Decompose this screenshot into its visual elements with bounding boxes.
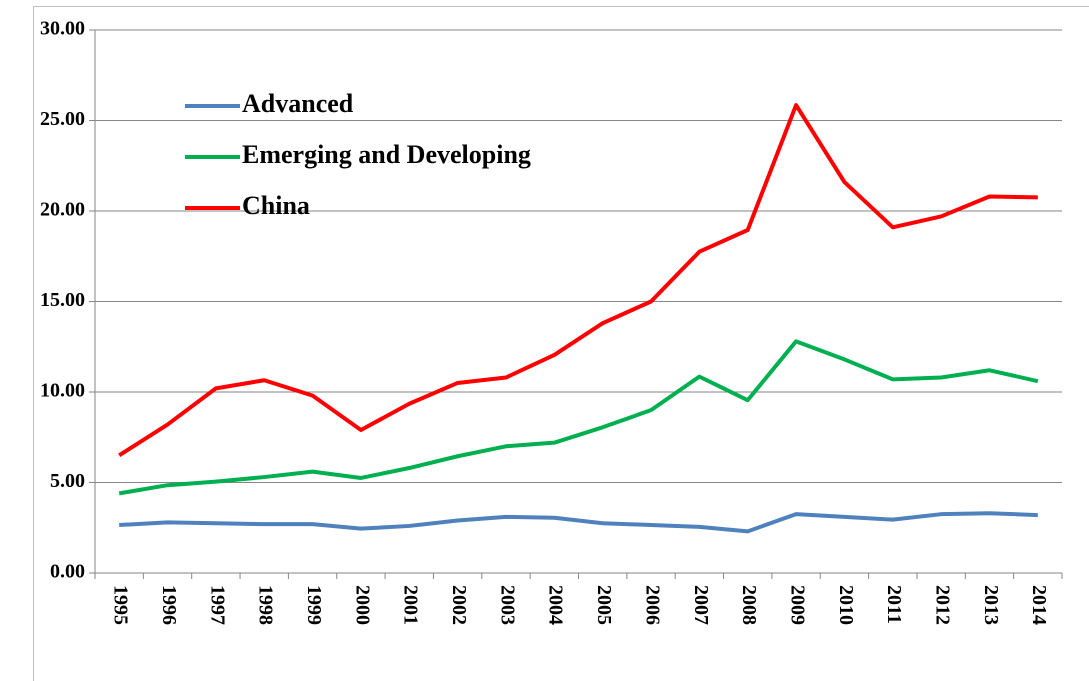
chart-frame	[33, 6, 1089, 681]
x-tick-label: 2005	[593, 585, 615, 625]
y-tick-label: 0.00	[50, 561, 85, 583]
y-tick-label: 15.00	[40, 289, 85, 311]
x-tick-label: 2003	[496, 585, 518, 625]
x-tick-label: 2001	[400, 585, 422, 625]
x-tick-label: 1998	[255, 585, 277, 625]
x-tick-label: 1996	[158, 585, 180, 625]
x-tick-label: 2000	[351, 585, 373, 625]
legend-label: Advanced	[242, 89, 354, 118]
x-tick-label: 2013	[980, 585, 1002, 625]
x-tick-label: 2011	[883, 585, 905, 624]
y-tick-label: 5.00	[50, 470, 85, 492]
x-tick-label: 2010	[835, 585, 857, 625]
y-tick-label: 25.00	[40, 108, 85, 130]
x-tick-label: 2009	[786, 585, 808, 625]
series-line	[118, 339, 1039, 496]
series-line	[119, 511, 1038, 534]
x-tick-label: 2012	[932, 585, 954, 625]
legend-label: China	[242, 191, 310, 220]
x-tick-label: 2008	[738, 585, 760, 625]
x-tick-label: 2007	[690, 585, 712, 625]
y-tick-label: 10.00	[40, 380, 85, 402]
y-tick-label: 20.00	[40, 199, 85, 221]
x-tick-label: 2004	[545, 585, 567, 625]
y-tick-label: 30.00	[40, 18, 85, 40]
x-tick-label: 2006	[641, 585, 663, 625]
x-tick-label: 2014	[1028, 585, 1050, 625]
x-tick-label: 1999	[303, 585, 325, 625]
series-line	[118, 103, 1038, 458]
legend-label: Emerging and Developing	[242, 140, 531, 169]
x-tick-label: 2002	[448, 585, 470, 625]
x-tick-label: 1997	[206, 585, 228, 625]
x-tick-label: 1995	[110, 585, 132, 625]
